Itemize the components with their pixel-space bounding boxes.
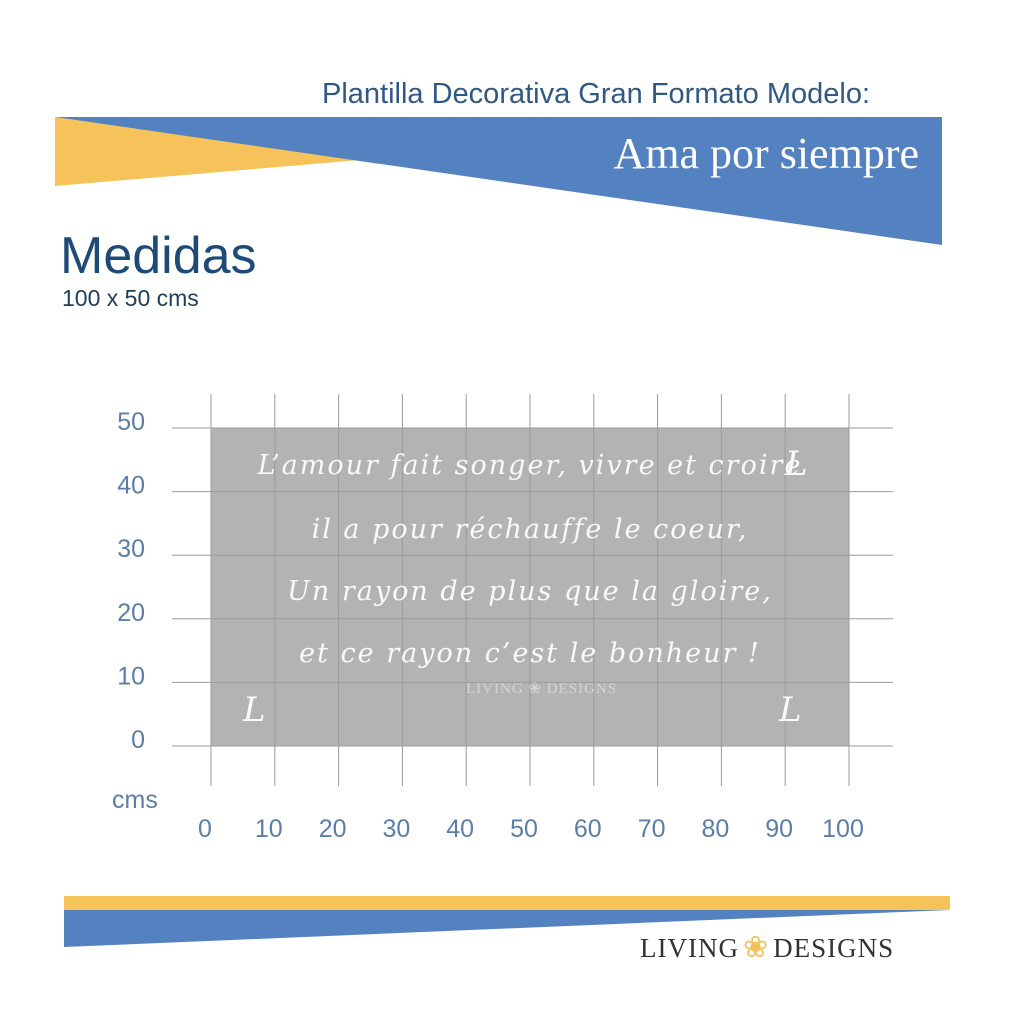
header-yellow-wedge — [55, 117, 360, 186]
y-tick-label-3: 30 — [117, 535, 145, 563]
y-tick-labels: 0 10 20 30 40 50 — [117, 408, 145, 754]
header-blue-band — [55, 117, 942, 245]
y-tick-label-4: 40 — [117, 472, 145, 500]
medidas-heading: Medidas — [60, 227, 257, 285]
medidas-size: 100 x 50 cms — [62, 285, 199, 311]
measurement-grid: 0 10 20 30 40 50 60 70 80 90 100 0 10 20 30 40 50 cms — [112, 394, 893, 843]
x-tick-labels: 0 10 20 30 40 50 60 70 80 90 100 — [198, 815, 864, 843]
footer-banner — [64, 896, 950, 947]
stencil-corner-bottom-left: L — [243, 690, 266, 730]
stencil-line-1: L’amour fait songer, vivre et croire — [257, 450, 803, 481]
stencil-line-3: Un rayon de plus que la gloire, — [287, 576, 773, 607]
header-title: Ama por siempre — [613, 129, 919, 178]
y-tick-label-2: 20 — [117, 599, 145, 627]
x-tick-label-3: 30 — [382, 815, 410, 843]
stencil-corner-bottom-right: L — [779, 690, 802, 730]
stencil-watermark: LIVING ❀ DESIGNS — [466, 679, 617, 698]
y-tick-label-0: 0 — [131, 726, 145, 754]
stencil-line-4: et ce rayon c’est le bonheur ! — [299, 638, 761, 669]
x-tick-label-5: 50 — [510, 815, 538, 843]
brand-designs: DESIGNS — [773, 933, 895, 963]
x-unit-label: cms — [112, 786, 158, 814]
stencil-corner-top-right: L — [785, 444, 808, 484]
x-tick-label-0: 0 — [198, 815, 212, 843]
x-tick-label-10: 100 — [822, 815, 864, 843]
footer-brand-logo: LIVING ❀ DESIGNS — [640, 930, 894, 965]
x-tick-label-9: 90 — [765, 815, 793, 843]
lotus-icon: ❀ — [742, 931, 770, 964]
brand-living: LIVING — [640, 933, 739, 963]
header-subtitle: Plantilla Decorativa Gran Formato Modelo… — [322, 78, 871, 110]
y-tick-label-1: 10 — [117, 662, 145, 690]
footer-yellow-stripe — [64, 896, 950, 910]
watermark-living: LIVING — [466, 681, 524, 697]
x-tick-label-8: 80 — [701, 815, 729, 843]
header-banner — [55, 117, 942, 245]
footer-blue-wedge — [64, 910, 950, 947]
x-tick-label-7: 70 — [638, 815, 666, 843]
watermark-lotus-icon: ❀ — [528, 681, 542, 697]
x-tick-label-1: 10 — [255, 815, 283, 843]
watermark-designs: DESIGNS — [546, 681, 618, 697]
x-tick-label-2: 20 — [319, 815, 347, 843]
grid-lines — [172, 394, 893, 786]
stencil-line-2: il a pour réchauffe le coeur, — [311, 514, 749, 545]
stencil-text: L’amour fait songer, vivre et croire il … — [211, 428, 849, 746]
y-tick-label-5: 50 — [117, 408, 145, 436]
x-tick-label-4: 40 — [446, 815, 474, 843]
x-tick-label-6: 60 — [574, 815, 602, 843]
